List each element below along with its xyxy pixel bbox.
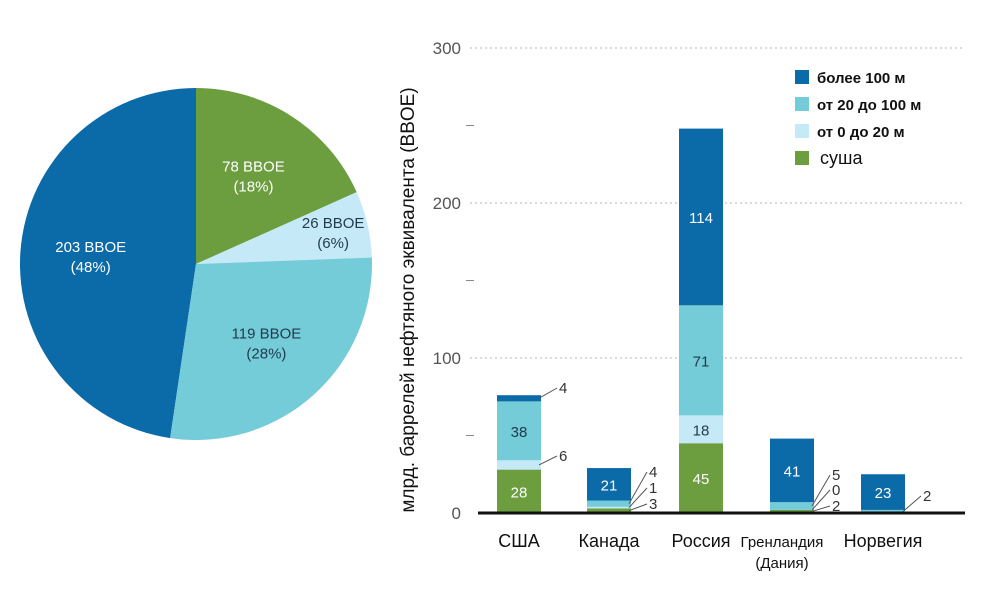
pie-slice-3: [170, 257, 372, 440]
bar-segment: [861, 509, 905, 513]
bar-segment: [861, 474, 905, 510]
callout-leader: [902, 495, 922, 512]
pie-slice-0: [20, 88, 196, 439]
pie-slice-percent: (6%): [317, 235, 349, 252]
x-category-label: Канада: [579, 531, 641, 551]
bar-segment: [770, 509, 814, 513]
callout-leader: [538, 455, 558, 466]
pie-slice-label: 26 BBOE: [302, 215, 365, 232]
legend-label: более 100 м: [817, 70, 906, 87]
x-category-label: Норвегия: [844, 531, 923, 551]
bar-segment: [587, 508, 631, 513]
callout-leader: [628, 471, 648, 504]
callout-label: 4: [649, 464, 657, 481]
x-category-label: (Дания): [755, 555, 808, 572]
pie-slice-label: 203 BBOE: [55, 239, 126, 256]
legend-label: суша: [820, 148, 863, 168]
legend-swatch: [795, 124, 809, 138]
bar-value-label: 71: [693, 353, 710, 370]
x-category-label: Гренландия: [741, 534, 824, 551]
bar-segment: [497, 401, 541, 461]
bar-segment: [679, 128, 723, 306]
callout-label: 2: [832, 498, 840, 515]
pie-slice-2: [196, 192, 372, 264]
bar-value-label: 45: [693, 471, 710, 488]
legend-swatch: [795, 97, 809, 111]
bar-segment: [679, 443, 723, 513]
legend-swatch: [795, 70, 809, 84]
pie-slice-label: 119 BBOE: [232, 326, 302, 343]
y-tick-label: 100: [433, 349, 461, 368]
callout-label: 3: [649, 496, 657, 513]
callout-label: 2: [923, 488, 931, 505]
bar-segment: [770, 438, 814, 503]
legend-label: от 0 до 20 м: [817, 124, 905, 141]
bar-value-label: 18: [693, 422, 710, 439]
bar-segment: [679, 305, 723, 416]
pie-slice-percent: (28%): [246, 346, 286, 363]
bar-segment: [497, 469, 541, 513]
pie-slice-percent: (48%): [71, 259, 111, 276]
legend-swatch: [795, 151, 809, 165]
bar-value-label: 114: [689, 210, 713, 227]
bar-segment: [587, 468, 631, 501]
callout-leader: [538, 387, 558, 399]
legend-label: от 20 до 100 м: [817, 97, 921, 114]
bar-value-label: 23: [875, 485, 892, 502]
pie-slice-1: [196, 88, 357, 264]
callout-leader: [628, 487, 648, 508]
callout-leader: [811, 474, 831, 507]
bar-segment: [497, 460, 541, 470]
bar-value-label: 41: [784, 463, 801, 480]
bar-value-label: 38: [511, 424, 528, 441]
callout-label: 5: [832, 467, 840, 484]
bar-segment: [770, 502, 814, 510]
bar-segment: [587, 500, 631, 507]
callout-leader: [628, 503, 648, 512]
callout-label: 1: [649, 480, 657, 497]
x-category-label: Россия: [671, 531, 730, 551]
y-tick-label: 300: [433, 39, 461, 58]
callout-label: 6: [559, 448, 567, 465]
callout-leader: [811, 505, 831, 512]
callout-label: 0: [832, 482, 840, 499]
bar-segment: [679, 415, 723, 444]
bar-value-label: 21: [601, 477, 618, 494]
pie-slice-label: 78 BBOE: [222, 158, 285, 175]
bar-segment: [587, 506, 631, 509]
x-category-label: США: [498, 531, 540, 551]
callout-label: 4: [559, 380, 567, 397]
callout-leader: [811, 489, 831, 511]
pie-slice-percent: (18%): [233, 178, 273, 195]
y-axis-label: млрд. баррелей нефтяного эквивалента (BB…: [398, 87, 419, 512]
bar-segment: [497, 395, 541, 402]
y-tick-label: 0: [452, 504, 461, 523]
bar-value-label: 28: [511, 484, 528, 501]
y-tick-label: 200: [433, 194, 461, 213]
